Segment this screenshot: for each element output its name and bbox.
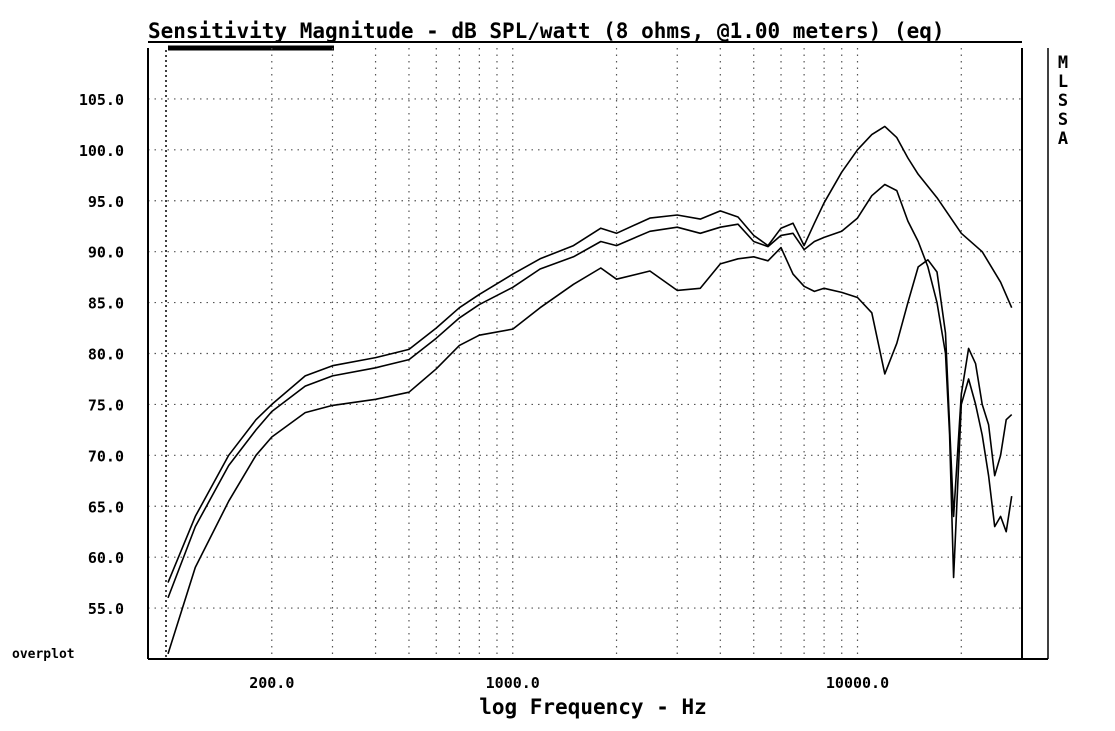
y-tick-label: 80.0 xyxy=(88,346,124,364)
side-label-char: L xyxy=(1058,72,1068,92)
y-axis-ticks: 55.0 60.0 65.0 70.0 75.0 80.0 85.0 90.0 95.0 100.… xyxy=(79,91,124,618)
y-tick-label: 75.0 xyxy=(88,396,124,414)
series-line-2 xyxy=(167,183,1013,599)
overplot-label: overplot xyxy=(12,647,75,662)
y-tick-label: 55.0 xyxy=(88,600,124,618)
series-line-1 xyxy=(167,125,1013,583)
y-tick-label: 90.0 xyxy=(88,244,124,262)
side-label-char: M xyxy=(1058,53,1068,73)
side-label-char: A xyxy=(1058,129,1068,149)
series-line-3 xyxy=(167,246,1013,655)
y-tick-label: 70.0 xyxy=(88,447,124,465)
y-tick-label: 60.0 xyxy=(88,549,124,567)
y-tick-label: 65.0 xyxy=(88,498,124,516)
x-tick-label: 1000.0 xyxy=(486,674,540,692)
grid xyxy=(148,48,1022,659)
x-tick-label: 10000.0 xyxy=(826,674,889,692)
side-label-char: S xyxy=(1058,110,1068,130)
y-tick-label: 95.0 xyxy=(88,193,124,211)
y-tick-label: 105.0 xyxy=(79,91,124,109)
plot-frame xyxy=(147,48,1049,660)
y-tick-label: 100.0 xyxy=(79,142,124,160)
chart-title: Sensitivity Magnitude - dB SPL/watt (8 o… xyxy=(148,19,945,43)
x-axis-label: log Frequency - Hz xyxy=(479,695,707,719)
side-label-char: S xyxy=(1058,91,1068,111)
y-tick-label: 85.0 xyxy=(88,295,124,313)
x-axis-ticks: 200.0 1000.0 10000.0 xyxy=(249,674,889,692)
x-tick-label: 200.0 xyxy=(249,674,294,692)
series-group xyxy=(167,125,1013,655)
